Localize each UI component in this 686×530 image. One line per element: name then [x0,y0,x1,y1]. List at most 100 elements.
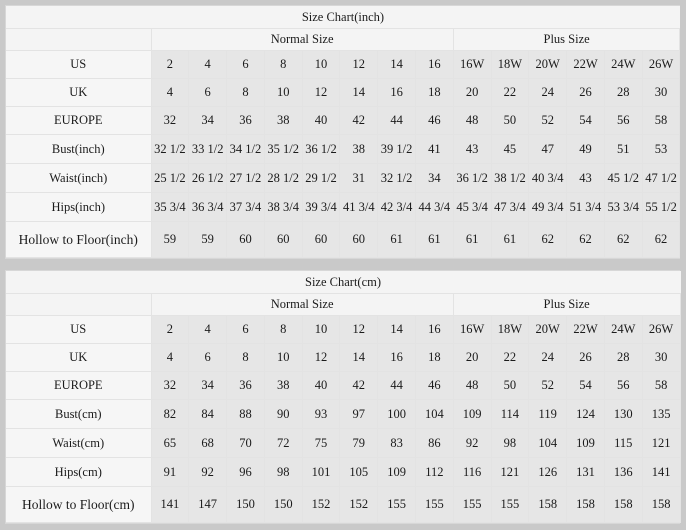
data-cell: 33 1/2 [188,134,228,164]
data-cell: 44 3/4 [414,192,454,222]
data-cell: 52 [528,371,568,400]
data-cell: 124 [566,399,605,429]
data-cell: 72 [263,428,303,458]
data-cell: 47 3/4 [490,192,530,222]
size-group-header: Plus Size [452,28,681,51]
data-cell: 42 3/4 [377,192,416,222]
table-row: Waist(inch) 25 1/2 26 1/2 27 1/2 28 1/2 29 1/… [6,163,681,193]
row-label: Hips(cm) [6,457,152,487]
size-group-header: Plus Size [452,293,681,316]
data-cell: 40 3/4 [528,163,568,193]
row-label: US [6,50,152,79]
data-cell: 158 [528,486,568,523]
chart-title-row: Size Chart(inch) [6,6,680,29]
size-chart-inch: Size Chart(inch) Normal Size Plus Size US 2 4… [5,5,681,259]
data-cell: 109 [452,399,492,429]
data-cell: 58 [641,371,681,400]
data-cell: 158 [566,486,605,523]
data-cell: 121 [490,457,530,487]
data-cell: 61 [377,221,416,258]
data-cell: 150 [263,486,303,523]
data-cell: 18W [490,50,530,79]
chart-title-row: Size Chart(cm) [6,271,681,294]
data-cell: 100 [377,399,416,429]
data-cell: 59 [150,221,190,258]
data-cell: 28 1/2 [263,163,303,193]
data-cell: 61 [414,221,454,258]
data-cell: 68 [188,428,228,458]
row-label: Hollow to Floor(cm) [6,486,152,523]
data-cell: 38 [263,371,303,400]
data-cell: 42 [339,106,379,135]
data-cell: 20W [528,315,568,344]
data-cell: 4 [188,50,228,79]
data-cell: 38 1/2 [490,163,530,193]
data-cell: 158 [603,486,643,523]
data-cell: 60 [226,221,265,258]
data-cell: 12 [339,50,379,79]
table-row: EUROPE 32 34 36 38 40 42 44 46 48 50 52 54 56 58 [6,371,681,400]
data-cell: 104 [414,399,454,429]
data-cell: 56 [603,106,643,135]
data-cell: 60 [263,221,303,258]
row-label: US [6,315,152,344]
data-cell: 32 [150,106,190,135]
data-cell: 10 [301,50,341,79]
data-cell: 18 [414,78,454,107]
data-cell: 24 [528,343,568,372]
data-cell: 29 1/2 [301,163,341,193]
data-cell: 92 [452,428,492,458]
data-cell: 98 [490,428,530,458]
data-cell: 2 [150,315,190,344]
row-label: Hollow to Floor(inch) [6,221,152,258]
data-cell: 27 1/2 [226,163,265,193]
data-cell: 10 [301,315,341,344]
data-cell: 53 3/4 [603,192,643,222]
data-cell: 114 [490,399,530,429]
data-cell: 45 3/4 [452,192,492,222]
data-cell: 34 1/2 [226,134,265,164]
data-cell: 115 [603,428,643,458]
data-cell: 26W [641,50,681,79]
data-cell: 24W [603,50,643,79]
data-cell: 155 [377,486,416,523]
data-cell: 150 [226,486,265,523]
data-cell: 41 3/4 [339,192,379,222]
data-cell: 47 [528,134,568,164]
data-cell: 155 [490,486,530,523]
row-label: UK [6,78,152,107]
data-cell: 16 [414,315,454,344]
data-cell: 40 [301,371,341,400]
size-group-header: Normal Size [150,28,454,51]
data-cell: 16 [414,50,454,79]
data-cell: 109 [377,457,416,487]
data-cell: 54 [566,371,605,400]
data-cell: 135 [641,399,681,429]
data-cell: 36 [226,106,265,135]
data-cell: 8 [263,50,303,79]
data-cell: 22W [566,315,605,344]
table-row: Hollow to Floor(cm) 141 147 150 150 152 152 155… [6,486,681,523]
data-cell: 38 [339,134,379,164]
data-cell: 121 [641,428,681,458]
data-cell: 54 [566,106,605,135]
data-cell: 12 [301,343,341,372]
data-cell: 98 [263,457,303,487]
data-cell: 61 [490,221,530,258]
data-cell: 35 3/4 [150,192,190,222]
data-cell: 61 [452,221,492,258]
data-cell: 39 1/2 [377,134,416,164]
data-cell: 47 1/2 [641,163,681,193]
data-cell: 55 1/2 [641,192,681,222]
size-chart-table: Size Chart(cm) Normal Size Plus Size US 2 4 6 8… [6,271,681,523]
data-cell: 82 [150,399,190,429]
chart-title: Size Chart(inch) [6,6,680,29]
data-cell: 16W [452,315,492,344]
data-cell: 152 [301,486,341,523]
data-cell: 38 [263,106,303,135]
data-cell: 2 [150,50,190,79]
data-cell: 4 [150,78,190,107]
data-cell: 60 [339,221,379,258]
table-row: US 2 4 6 8 10 12 14 16 16W 18W 20W 22W 24W 26W [6,315,681,344]
data-cell: 75 [301,428,341,458]
